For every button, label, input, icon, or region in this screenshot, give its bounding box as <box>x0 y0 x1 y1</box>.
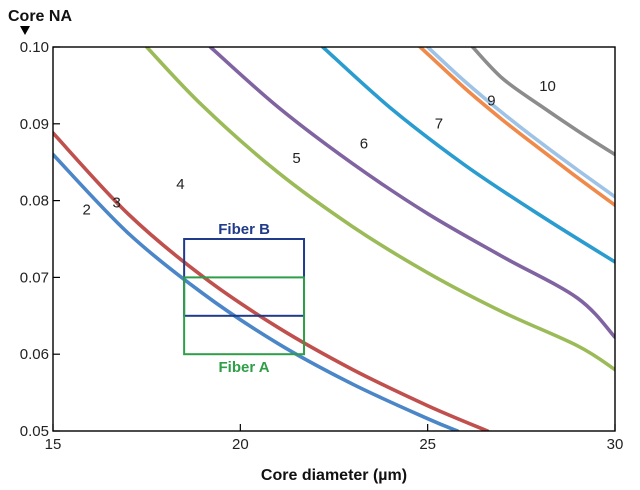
curve-labels: 2 3 4 5 6 7 9 10 <box>83 78 556 219</box>
y-tick-label: 0.09 <box>20 116 49 133</box>
series-line-7 <box>418 47 615 207</box>
x-tick-label: 15 <box>45 436 62 453</box>
series-line-3 <box>53 131 490 431</box>
fiber-b-label: Fiber B <box>218 221 270 238</box>
fiber-a-box <box>183 276 306 356</box>
series-line-6 <box>321 47 615 264</box>
x-axis: 15 20 25 30 <box>45 424 624 453</box>
series-line-5 <box>208 47 615 340</box>
y-axis-title: Core NA <box>8 8 72 25</box>
y-tick-label: 0.08 <box>20 193 49 210</box>
curve-label-7: 7 <box>435 115 443 132</box>
fiber-boxes: Fiber B Fiber A <box>183 221 306 376</box>
series-line-4 <box>144 47 615 372</box>
curves <box>53 47 615 431</box>
curve-label-5: 5 <box>292 150 300 167</box>
series-line-10 <box>470 47 615 157</box>
curve-label-10: 10 <box>539 78 556 95</box>
y-tick-label: 0.06 <box>20 346 49 363</box>
x-axis-title: Core diameter (µm) <box>261 467 407 484</box>
x-tick-label: 20 <box>232 436 249 453</box>
plot-frame <box>52 46 616 432</box>
y-axis: 0.05 0.06 0.07 0.08 0.09 0.10 <box>20 39 60 440</box>
x-tick-label: 30 <box>607 436 624 453</box>
y-axis-arrow-icon <box>20 26 30 35</box>
x-tick-label: 25 <box>419 436 436 453</box>
curve-label-4: 4 <box>176 176 184 193</box>
y-tick-label: 0.05 <box>20 423 49 440</box>
fiber-a-label: Fiber A <box>219 359 270 376</box>
y-tick-label: 0.07 <box>20 269 49 286</box>
curve-label-6: 6 <box>360 135 368 152</box>
series-line-2 <box>53 152 460 431</box>
y-tick-label: 0.10 <box>20 39 49 56</box>
curve-label-2: 2 <box>83 201 91 218</box>
series-line-9 <box>425 47 615 199</box>
curve-label-9: 9 <box>487 92 495 109</box>
curve-label-3: 3 <box>113 195 121 212</box>
